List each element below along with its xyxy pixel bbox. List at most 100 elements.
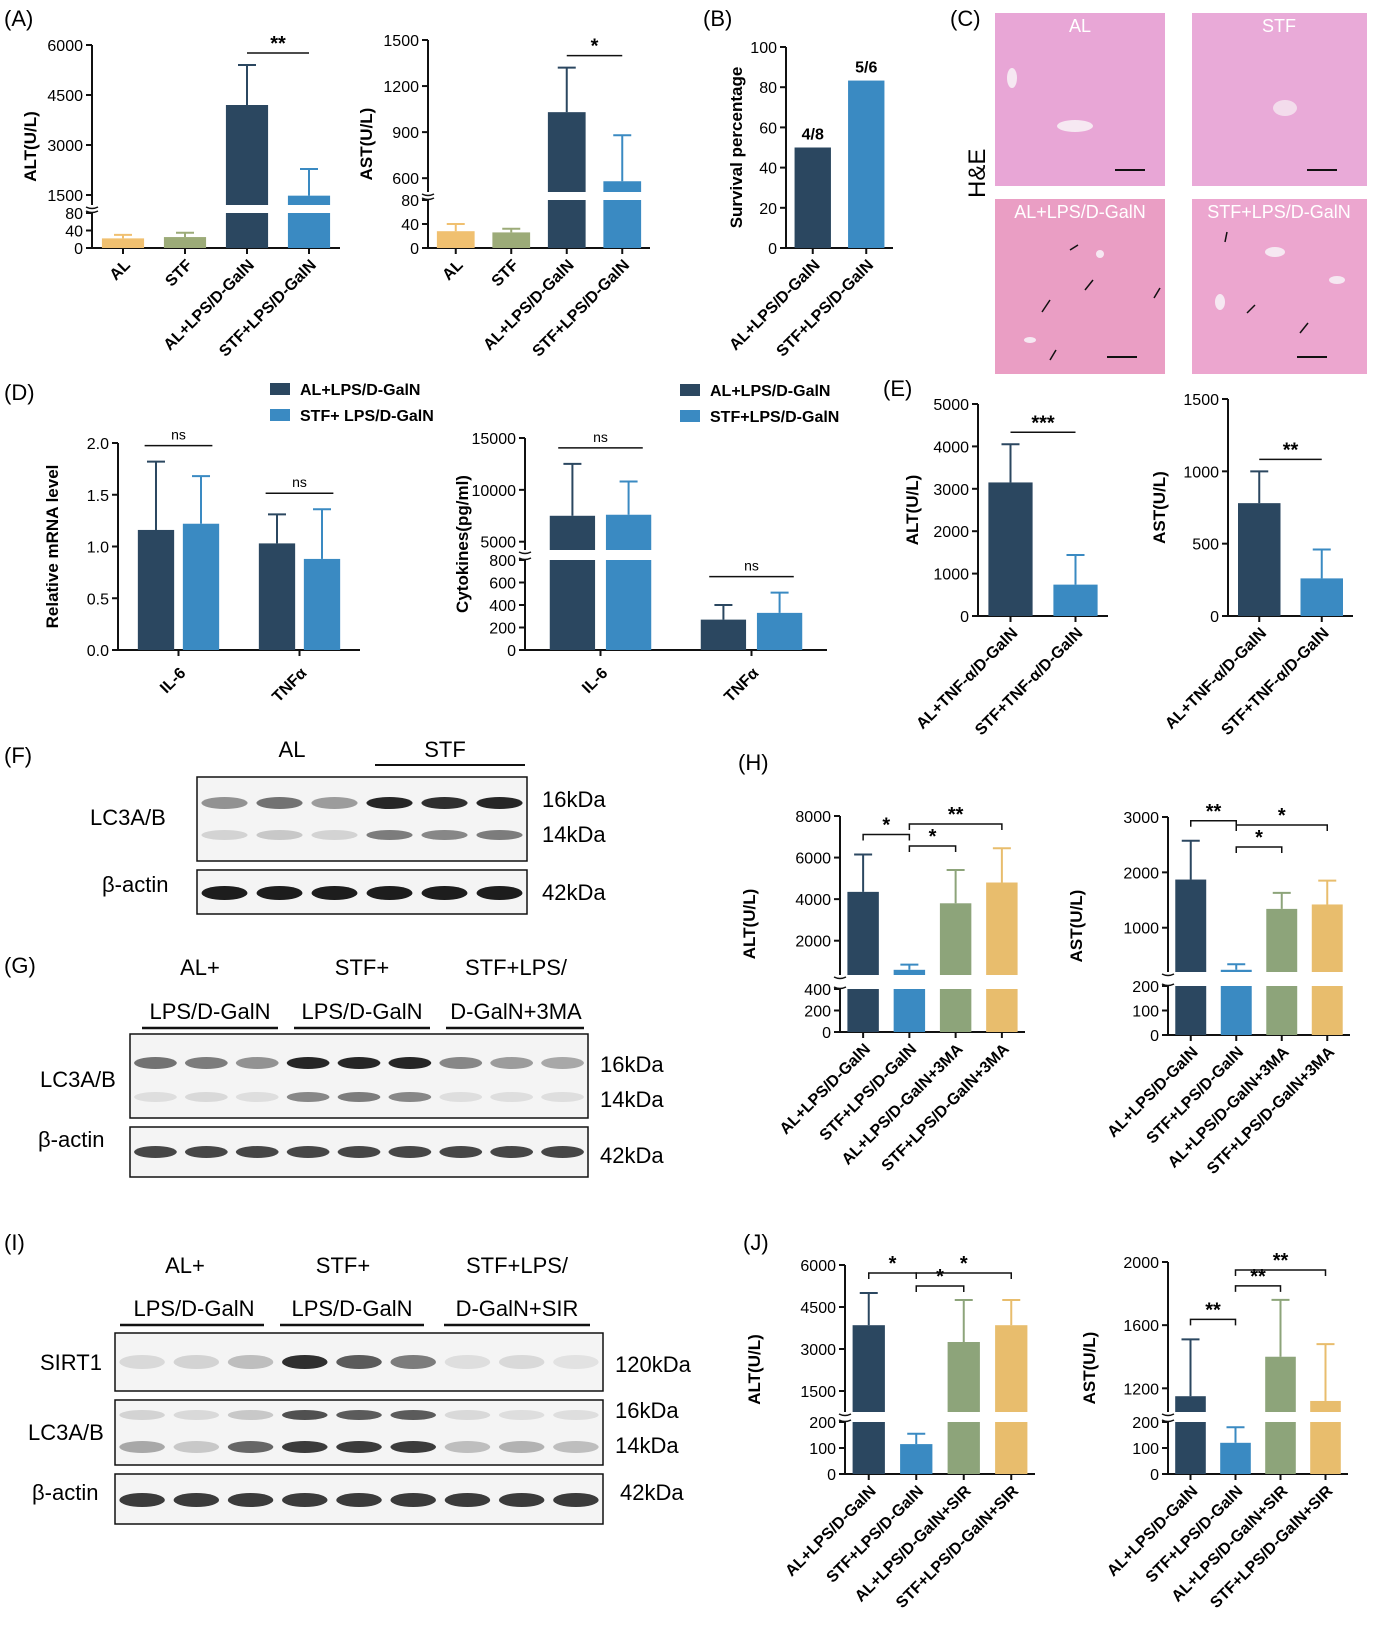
panel-label-j: (J) [743, 1230, 769, 1255]
bar [939, 903, 972, 975]
y-tick-label: 80 [65, 206, 83, 223]
he-vessel [1215, 294, 1225, 310]
x-tick-label: TNFα [269, 665, 310, 706]
y-tick-label: 5000 [480, 535, 516, 552]
bar-data-label: 5/6 [855, 60, 877, 77]
bar [287, 195, 331, 205]
blot-i-row-actin: β-actin [32, 1480, 98, 1505]
blot-i-kda-14: 14kDa [615, 1433, 679, 1458]
he-arrows [1041, 231, 1309, 361]
bar [1175, 879, 1207, 972]
he-vessel [1273, 100, 1297, 116]
bar-lower [939, 989, 972, 1032]
y-axis-label: Relative mRNA level [43, 465, 62, 629]
band-lc3-16kda [366, 797, 413, 809]
band-lc3-14kda [256, 830, 303, 840]
western-blot-f: AL STF LC3A/B β-actin 16kDa 14kDa 42kDa [90, 737, 606, 915]
band-lc3-14kda [286, 1092, 330, 1102]
band-lc3-14kda [184, 1092, 228, 1102]
band-lc3-14kda [311, 830, 358, 840]
sig-bracket [1235, 824, 1328, 831]
band-lc3-14kda [444, 1441, 491, 1453]
he-label-stf-lps: STF+LPS/D-GalN [1207, 202, 1351, 222]
bar [1053, 584, 1098, 616]
band-lc3-16kda [337, 1057, 381, 1069]
band-actin [444, 1493, 491, 1507]
sig-label: ** [270, 33, 286, 55]
band-lc3-14kda [282, 1441, 328, 1453]
y-tick-label: 3000 [800, 1342, 836, 1359]
y-tick-label: 40 [65, 224, 83, 241]
he-label-al: AL [1069, 16, 1091, 36]
x-tick-label: TNFα [721, 665, 762, 706]
x-tick-label: IL-6 [579, 665, 611, 697]
y-tick-label: 0 [768, 241, 777, 258]
y-tick-label: 0 [1150, 1467, 1159, 1484]
legend-swatch [680, 384, 700, 396]
band-lc3-16kda [336, 1410, 382, 1420]
bar [163, 237, 207, 248]
band-lc3-16kda [541, 1057, 584, 1069]
y-axis-label: Survival percentage [727, 67, 746, 229]
band-lc3-14kda [439, 1092, 483, 1102]
band-lc3-16kda [256, 797, 303, 809]
band-sirt1 [498, 1355, 545, 1369]
bar [1175, 1396, 1206, 1412]
band-lc3-16kda [421, 797, 468, 809]
bar-lower [547, 200, 586, 248]
sig-label: ** [1206, 801, 1222, 823]
band-actin [390, 1493, 436, 1507]
band-actin [134, 1146, 177, 1158]
band-sirt1 [553, 1355, 599, 1369]
bar-lower [287, 213, 331, 248]
band-actin [541, 1146, 584, 1158]
y-tick-label: 500 [1192, 537, 1219, 554]
sig-bracket [908, 845, 957, 852]
y-tick-label: 3000 [933, 482, 969, 499]
he-vessel [1329, 276, 1345, 284]
band-lc3-16kda [227, 1410, 274, 1420]
bar [225, 105, 269, 205]
he-vessel [1096, 250, 1104, 258]
sig-bracket [1235, 846, 1283, 853]
he-image-al-lps [995, 199, 1165, 374]
band-sirt1 [119, 1355, 165, 1369]
legend-swatch [270, 409, 290, 421]
bar-lower [947, 1422, 980, 1474]
y-tick-label: 200 [809, 1415, 836, 1432]
sig-label: * [1255, 827, 1263, 849]
bar [1266, 908, 1298, 972]
chart-d-mrna: 0.0 0.5 1.0 1.5 2.0 Relative mRNA level IL-6 TN… [43, 382, 434, 706]
band-actin [235, 1146, 279, 1158]
blot-g-kda-16: 16kDa [600, 1052, 664, 1077]
y-tick-label: 1000 [933, 567, 969, 584]
x-tick-label: STF [162, 257, 196, 291]
bar-lower [986, 989, 1018, 1032]
band-actin [256, 886, 303, 900]
band-lc3-14kda [553, 1441, 599, 1453]
band-sirt1 [444, 1355, 491, 1369]
axis-break-mark [85, 206, 99, 214]
y-tick-label: 0 [827, 1467, 836, 1484]
band-lc3-14kda [227, 1441, 274, 1453]
y-tick-label: 3000 [1123, 810, 1159, 827]
y-tick-label: 40 [759, 161, 777, 178]
band-sirt1 [282, 1355, 328, 1369]
blot-i-group1-l1: AL+ [165, 1253, 205, 1278]
he-image-al [995, 13, 1165, 186]
x-tick-label: IL-6 [157, 665, 189, 697]
bar-lower [1220, 986, 1252, 1035]
band-actin [282, 1493, 328, 1507]
band-actin [498, 1493, 545, 1507]
band-actin [201, 886, 248, 900]
bar [436, 231, 475, 248]
y-tick-label: 80 [401, 193, 419, 210]
blot-f-kda-16: 16kDa [542, 787, 606, 812]
band-actin [366, 886, 413, 900]
band-lc3-16kda [311, 797, 358, 809]
sig-label: ns [292, 474, 307, 490]
band-lc3-16kda [390, 1410, 436, 1420]
